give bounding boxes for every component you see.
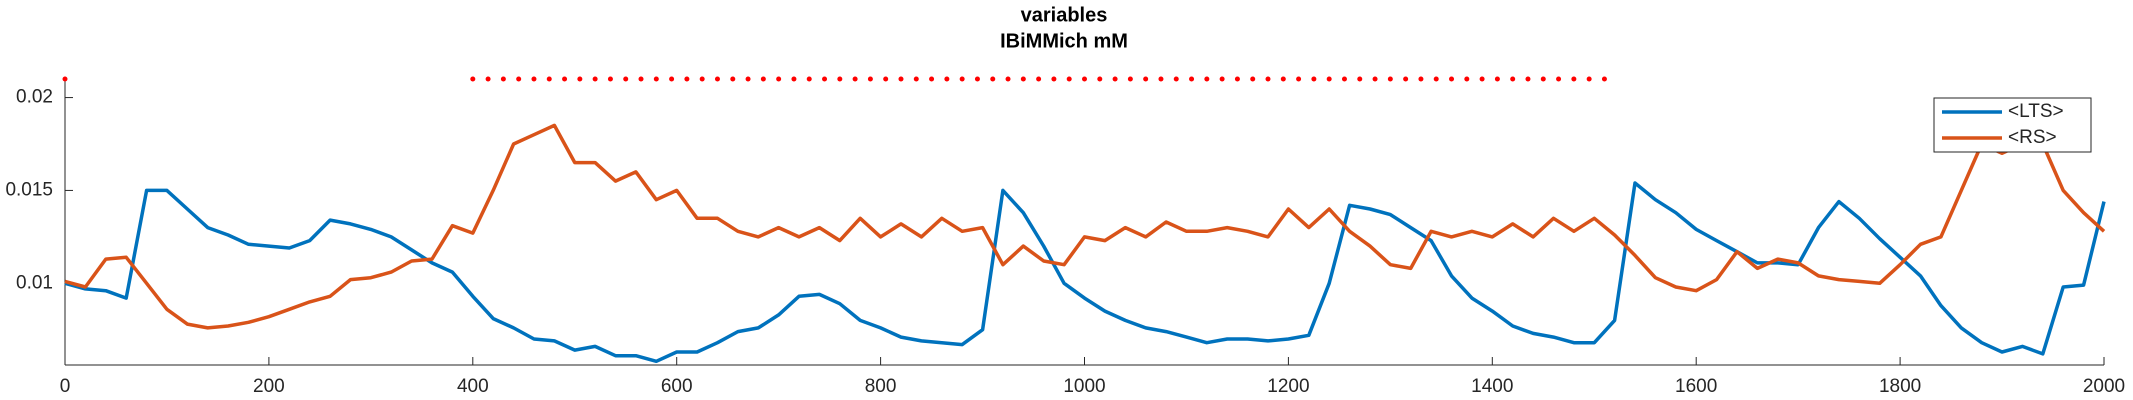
marker-dot xyxy=(1372,76,1378,82)
marker-dot xyxy=(1066,76,1072,82)
marker-dot xyxy=(822,76,828,82)
marker-dot xyxy=(1311,76,1317,82)
legend-label: <LTS> xyxy=(2008,101,2064,122)
x-tick-label: 1600 xyxy=(1675,376,1717,397)
marker-dot xyxy=(806,76,812,82)
marker-dot xyxy=(1234,76,1240,82)
marker-dot xyxy=(791,76,797,82)
marker-dot xyxy=(1479,76,1485,82)
x-tick-label: 1200 xyxy=(1267,376,1309,397)
marker-dot xyxy=(1280,76,1286,82)
marker-dot xyxy=(1525,76,1531,82)
marker-dot xyxy=(1097,76,1103,82)
marker-dot xyxy=(1082,76,1087,82)
marker-dot xyxy=(669,76,675,82)
marker-dot xyxy=(852,76,858,82)
marker-dot xyxy=(1571,76,1577,82)
marker-dot xyxy=(1341,76,1347,82)
marker-dot xyxy=(1556,76,1562,82)
marker-dot xyxy=(623,76,629,82)
marker-dot xyxy=(607,76,613,82)
x-tick-label: 1000 xyxy=(1063,376,1105,397)
marker-dot xyxy=(1250,76,1256,82)
marker-dot xyxy=(562,76,568,82)
legend-box xyxy=(1933,97,2092,153)
marker-dot xyxy=(944,76,950,82)
x-tick-label: 1400 xyxy=(1471,376,1513,397)
marker-dot xyxy=(1036,76,1042,82)
marker-dot xyxy=(470,76,476,82)
chart-title: variables xyxy=(1021,4,1108,26)
marker-dot xyxy=(1020,76,1026,82)
marker-dot xyxy=(974,76,980,82)
marker-dot xyxy=(883,76,889,82)
marker-dot xyxy=(1265,76,1271,82)
marker-dot xyxy=(684,76,690,82)
marker-dot xyxy=(653,76,659,82)
marker-dot xyxy=(1433,76,1439,82)
marker-dot xyxy=(485,76,491,82)
marker-dot xyxy=(1296,76,1302,82)
marker-dot xyxy=(1449,76,1455,82)
x-tick-label: 600 xyxy=(661,376,693,397)
marker-dot xyxy=(1158,76,1164,82)
series-line xyxy=(64,123,2106,330)
marker-dot xyxy=(1173,76,1179,82)
marker-dot xyxy=(1586,76,1592,82)
marker-dot xyxy=(929,76,935,82)
marker-dot xyxy=(990,76,996,82)
marker-dot xyxy=(516,76,522,82)
legend-label: <RS> xyxy=(2008,127,2057,148)
marker-dot xyxy=(500,76,506,82)
marker-dot xyxy=(776,76,782,82)
marker-dot xyxy=(730,76,736,82)
marker-dot xyxy=(592,76,598,82)
marker-dot xyxy=(1189,76,1195,82)
x-tick-label: 1800 xyxy=(1879,376,1921,397)
marker-dot xyxy=(745,76,751,82)
marker-dot xyxy=(1464,76,1470,82)
x-tick-label: 400 xyxy=(457,376,489,397)
marker-dot xyxy=(699,76,705,82)
marker-dot xyxy=(1540,76,1546,82)
marker-dot xyxy=(1418,76,1424,82)
marker-dot xyxy=(1127,76,1133,82)
marker-dot xyxy=(1601,76,1607,82)
marker-dot xyxy=(546,76,552,82)
marker-dot xyxy=(913,76,919,82)
chart-subtitle: IBiMMich mM xyxy=(1000,30,1128,52)
marker-dot xyxy=(1403,76,1409,82)
marker-dot xyxy=(1357,76,1363,82)
marker-dot xyxy=(714,76,720,82)
marker-dot xyxy=(760,76,766,82)
marker-dot xyxy=(898,76,904,82)
marker-dot xyxy=(577,76,583,82)
marker-dot xyxy=(1387,76,1393,82)
y-tick-label: 0.01 xyxy=(16,272,53,293)
y-tick-label: 0.015 xyxy=(5,179,53,200)
marker-dot xyxy=(531,76,537,82)
x-tick-label: 200 xyxy=(253,376,285,397)
marker-dot xyxy=(1005,76,1011,82)
marker-dot xyxy=(837,76,843,82)
marker-dot xyxy=(1510,76,1516,82)
marker-dot xyxy=(1204,76,1210,82)
marker-dot xyxy=(1494,76,1500,82)
marker-dot xyxy=(867,76,873,82)
marker-dot xyxy=(959,76,965,82)
marker-dot xyxy=(1112,76,1118,82)
marker-dot xyxy=(1143,76,1149,82)
x-tick-label: 800 xyxy=(865,376,897,397)
marker-dot xyxy=(62,76,68,82)
marker-dot xyxy=(1219,76,1225,82)
x-tick-label: 0 xyxy=(60,376,71,397)
marker-dot xyxy=(1051,76,1057,82)
x-tick-label: 2000 xyxy=(2083,376,2125,397)
series-line xyxy=(64,181,2106,364)
marker-dot xyxy=(1326,76,1332,82)
marker-dot xyxy=(638,76,644,82)
y-tick-label: 0.02 xyxy=(16,87,53,108)
